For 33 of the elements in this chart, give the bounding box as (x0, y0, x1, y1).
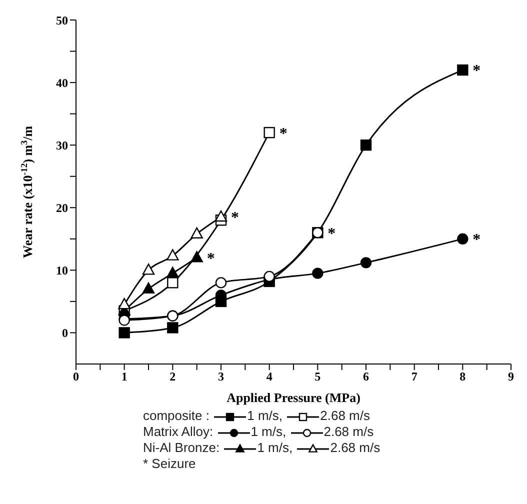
y-tick-label: 30 (56, 138, 68, 152)
legend-label: 2.68 m/s (320, 408, 370, 423)
x-tick-label: 0 (73, 370, 79, 384)
annotation: * (472, 62, 481, 80)
annotation: * (231, 210, 239, 227)
text: composite : (143, 408, 210, 423)
x-tick-label: 4 (266, 370, 272, 384)
legend-label: 2.68 m/s (324, 424, 374, 439)
x-tick-label: 6 (363, 370, 369, 384)
legend-label: 1 m/s, (257, 440, 293, 455)
text: Matrix Alloy: (143, 424, 214, 439)
legend-label: 1 m/s, (247, 408, 283, 423)
x-tick-label: 1 (121, 370, 128, 384)
annotation: * (472, 232, 481, 249)
x-tick-label: 9 (508, 370, 514, 384)
x-axis-title: Applied Pressure (MPa) (226, 390, 360, 405)
x-tick-label: 7 (411, 370, 418, 384)
text: Ni-Al Bronze: (143, 440, 221, 455)
y-tick-label: 0 (62, 326, 68, 340)
legend-label: 2.68 m/s (330, 440, 380, 455)
annotation: * (328, 225, 336, 242)
annotation: * (279, 125, 288, 142)
legend-label: 1 m/s, (250, 424, 286, 439)
y-tick-label: 20 (56, 200, 68, 215)
text: * Seizure (143, 456, 197, 472)
x-tick-label: 8 (460, 370, 466, 384)
x-tick-label: 2 (170, 370, 176, 384)
x-tick-label: 3 (218, 370, 224, 384)
x-tick-label: 5 (314, 370, 321, 384)
annotation: * (206, 250, 215, 268)
y-tick-label: 10 (56, 263, 68, 278)
y-tick-label: 40 (56, 76, 68, 90)
y-tick-label: 50 (56, 13, 68, 28)
